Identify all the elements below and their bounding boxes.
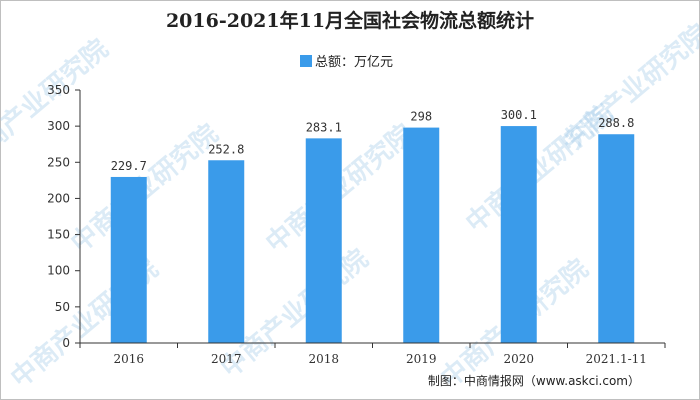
y-tick-label: 150: [47, 228, 70, 242]
bar: [598, 134, 635, 343]
watermark-layer: 中商产业研究院中商产业研究院中商产业研究院中商产业研究院中商产业研究院中商产业研…: [0, 18, 700, 394]
x-tick-label: 2018: [308, 352, 339, 366]
legend-swatch: [300, 55, 312, 67]
bar: [305, 138, 342, 343]
bar: [500, 126, 537, 343]
y-axis: 0 50 100 150 200 250 300 350: [47, 83, 81, 350]
y-tick-label: 350: [47, 83, 70, 97]
x-tick-label: 2016: [113, 352, 144, 366]
data-label: 300.1: [501, 108, 537, 122]
legend-label: 总额：万亿元: [315, 55, 393, 70]
data-label: 252.8: [208, 142, 244, 156]
y-tick-label: 100: [47, 264, 70, 278]
source-note: 制图：中商情报网（www.askci.com）: [428, 373, 640, 388]
data-label: 298: [410, 110, 432, 124]
x-tick-label: 2017: [211, 352, 242, 366]
y-tick-label: 200: [47, 191, 70, 205]
x-tick-label: 2019: [406, 352, 437, 366]
data-label: 229.7: [111, 159, 147, 173]
bar: [110, 176, 147, 343]
x-axis: 2016 2017 2018 2019 2020 2021.1-11: [79, 342, 666, 366]
x-tick-label: 2021.1-11: [586, 352, 647, 366]
data-label: 288.8: [598, 116, 634, 130]
bar: [403, 127, 440, 344]
y-tick-label: 250: [47, 155, 70, 169]
y-tick-label: 0: [62, 336, 70, 350]
y-tick-label: 300: [47, 119, 70, 133]
watermark-text: 中商产业研究院: [0, 33, 114, 174]
bar: [208, 160, 245, 343]
data-label: 283.1: [306, 120, 342, 134]
y-tick-label: 50: [55, 300, 70, 314]
bars: 229.7 252.8 283.1 298 300.1 288.8: [110, 108, 635, 344]
chart-title: 2016-2021年11月全国社会物流总额统计: [166, 9, 534, 32]
x-tick-label: 2020: [503, 352, 534, 366]
legend: 总额：万亿元: [300, 55, 393, 70]
